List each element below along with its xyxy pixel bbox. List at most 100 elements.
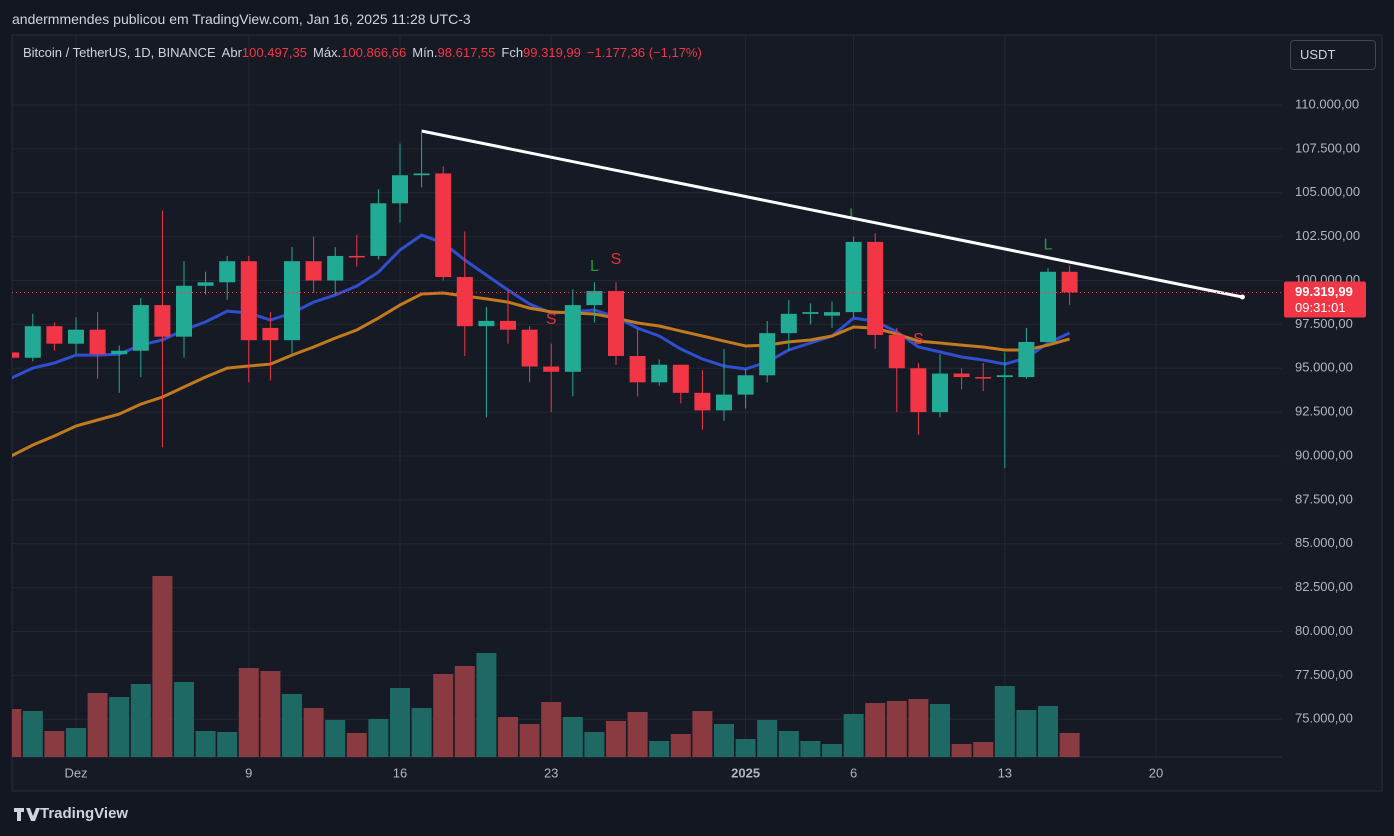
y-tick-label: 82.500,00 [1295,579,1353,594]
volume-bar [476,653,497,757]
candle-body [608,291,624,356]
candle-body [12,352,20,358]
y-tick-label: 85.000,00 [1295,535,1353,550]
brand-logo [14,808,40,821]
volume-bar [584,732,605,757]
candle-body [888,334,905,369]
candle-body [759,333,776,376]
candle-body [824,312,840,316]
volume-bar [908,699,929,757]
candle-body [672,364,689,393]
volume-bar [217,732,238,757]
volume-bar [800,741,821,757]
volume-bar [109,697,130,757]
volume-bar [303,708,324,757]
candle-body [737,375,754,395]
volume-bar [411,708,432,757]
moving-average [12,291,1071,458]
signal: S [913,331,924,348]
volume-bar [195,731,216,757]
volume-bar [951,744,972,757]
x-tick-label: 2025 [731,765,760,780]
volume-bar [973,742,994,757]
candle-body [780,313,797,334]
volume-bar [714,724,734,757]
candle-body [910,368,927,413]
volume-bar [130,684,151,757]
ohlc-value: 100.866,66 [341,45,407,60]
candle-body [716,394,732,411]
ohlc-item: Abr100.497,35 [222,45,307,60]
brand: TradingView [40,805,129,822]
symbol: Bitcoin / TetherUS, 1D, BINANCE [23,45,216,60]
candle-body [629,355,646,383]
candle-body [802,312,819,314]
header: andermmendes publicou em TradingView.com… [12,11,471,27]
volume-bar [1059,733,1080,757]
x-tick-label: Dez [64,765,87,780]
volume-bar [692,711,713,757]
x-tick-label: 23 [544,765,558,780]
last-price-box [1284,281,1366,318]
volume-bar [66,728,86,757]
volume-bar [238,668,259,757]
candle-body [1040,271,1056,342]
y-tick-label: 92.500,00 [1295,404,1353,419]
signal: S [611,251,622,268]
volume-bar [346,733,367,757]
candle-body [1018,341,1035,378]
candle-body [24,326,41,358]
candle-body [413,173,430,176]
volume-bar [12,709,22,757]
y-tick-label: 107.500,00 [1295,140,1360,155]
y-tick-label: 90.000,00 [1295,447,1353,462]
candle-body [89,329,106,355]
y-tick-label: 102.500,00 [1295,228,1360,243]
candle-body [111,350,128,355]
volume-bar [562,717,583,757]
ohlc-item: Máx.100.866,66 [313,45,406,60]
volume-bar [22,711,43,757]
currency-button[interactable]: USDT [1290,40,1376,70]
pane [11,34,1383,792]
candle-body [845,241,862,313]
y-tick-label: 110.000,00 [1295,96,1359,111]
volume-bar [627,712,648,757]
ohlc-value: 99.319,99 [523,45,581,60]
y-tick-label: 77.500,00 [1295,667,1353,682]
volume-bar [433,674,454,757]
candle-body [996,375,1013,378]
y-tick-label: 105.000,00 [1295,184,1360,199]
candle-body [867,241,884,335]
candle-body [564,305,581,372]
volume-bar [886,701,907,757]
volume-bar [1016,710,1037,757]
signal: L [1044,236,1053,253]
volume-bar [649,741,670,757]
volume-bar [325,720,346,757]
volume-bar [735,739,756,757]
trendline [421,129,1243,299]
volume-bar [994,686,1015,757]
candle-body [694,392,711,411]
signal: L [849,206,858,223]
ohlc-value: 98.617,55 [437,45,496,60]
candle-body [219,261,236,283]
volume-bar [930,704,950,757]
x-tick-label: 9 [245,765,252,780]
signal: S [546,311,557,328]
candle-body [586,291,603,306]
countdown: 09:31:01 [1295,300,1346,315]
candle-body [370,203,387,256]
candle-body [68,329,84,344]
candle-body [154,305,171,337]
x-tick-label: 20 [1149,765,1163,780]
volume-bar [1038,706,1058,757]
volume-bar [757,720,778,757]
candle-body [197,282,214,286]
candle-body [456,277,473,327]
volume-bar [670,734,691,757]
candle-body [46,326,63,344]
